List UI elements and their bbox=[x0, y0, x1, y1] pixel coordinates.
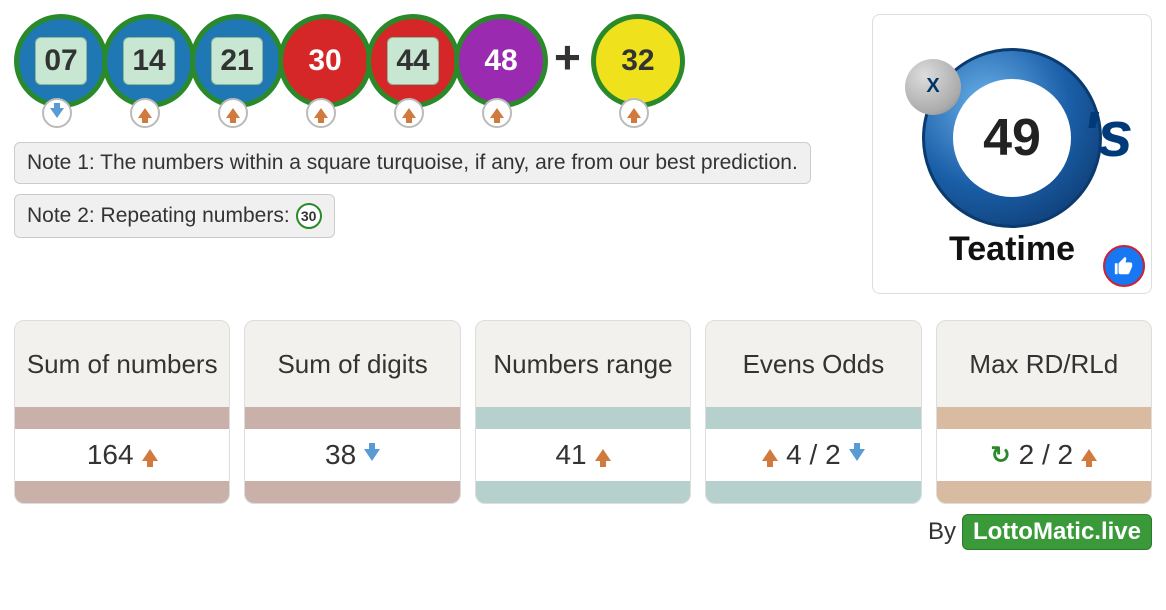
lottery-balls-row: 07 14 21 30 44 48 +32 bbox=[14, 14, 862, 128]
stat-value: 38 bbox=[325, 439, 356, 471]
stat-value-row: 164 bbox=[15, 429, 229, 481]
stat-value-row: ↻ 2 / 2 bbox=[937, 429, 1151, 481]
arrow-down-icon bbox=[50, 108, 64, 118]
arrow-down-icon bbox=[849, 449, 865, 461]
ball-number: 30 bbox=[308, 44, 341, 78]
stat-value: 164 bbox=[87, 439, 134, 471]
arrow-up-icon bbox=[595, 449, 611, 461]
arrow-up-icon bbox=[142, 449, 158, 461]
arrow-up-icon bbox=[627, 108, 641, 118]
lottery-logo: X 49 's Teatime bbox=[872, 14, 1152, 294]
ball-circle: 14 bbox=[102, 14, 196, 108]
stat-title: Evens Odds bbox=[706, 321, 920, 407]
ball-circle: 21 bbox=[190, 14, 284, 108]
logo-number: 49 bbox=[953, 79, 1071, 197]
logo-label: Teatime bbox=[949, 230, 1075, 269]
note-1: Note 1: The numbers within a square turq… bbox=[14, 142, 811, 184]
ball-circle: 44 bbox=[366, 14, 460, 108]
stat-card: Numbers range 41 bbox=[475, 320, 691, 504]
trend-badge bbox=[619, 98, 649, 128]
stat-bar bbox=[937, 407, 1151, 429]
lottery-ball: 14 bbox=[102, 14, 188, 128]
stat-value-row: 41 bbox=[476, 429, 690, 481]
ball-number: 48 bbox=[484, 44, 517, 78]
stat-bar bbox=[476, 407, 690, 429]
footer-by: By bbox=[928, 518, 956, 546]
plus-separator: + bbox=[554, 30, 581, 84]
note-2-prefix: Note 2: Repeating numbers: bbox=[27, 204, 290, 228]
logo-suffix: 's bbox=[1082, 97, 1133, 171]
stat-bar bbox=[706, 481, 920, 503]
sync-icon: ↻ bbox=[991, 441, 1011, 470]
stat-value: 41 bbox=[555, 439, 586, 471]
trend-badge bbox=[130, 98, 160, 128]
stat-value-row: 38 bbox=[245, 429, 459, 481]
footer-attribution: By LottoMatic.live bbox=[14, 514, 1152, 550]
ball-number: 44 bbox=[387, 37, 438, 85]
stat-card: Evens Odds 4 / 2 bbox=[705, 320, 921, 504]
ball-circle: 32 bbox=[591, 14, 685, 108]
like-button[interactable] bbox=[1103, 245, 1145, 287]
logo-small-ball: X bbox=[905, 59, 961, 115]
note-2: Note 2: Repeating numbers: 30 bbox=[14, 194, 335, 238]
stat-title: Sum of digits bbox=[245, 321, 459, 407]
arrow-down-icon bbox=[364, 449, 380, 461]
repeating-number-badge: 30 bbox=[296, 203, 322, 229]
arrow-up-icon bbox=[1081, 449, 1097, 461]
arrow-up-icon bbox=[226, 108, 240, 118]
lottery-ball: 44 bbox=[366, 14, 452, 128]
stat-value: 4 / 2 bbox=[786, 439, 840, 471]
stat-card: Sum of numbers 164 bbox=[14, 320, 230, 504]
lottery-ball: 30 bbox=[278, 14, 364, 128]
arrow-up-icon bbox=[138, 108, 152, 118]
lottery-ball: 07 bbox=[14, 14, 100, 128]
stat-title: Max RD/RLd bbox=[937, 321, 1151, 407]
lottery-ball: 32 bbox=[591, 14, 677, 128]
stat-bar bbox=[245, 481, 459, 503]
ball-circle: 07 bbox=[14, 14, 108, 108]
logo-ball: X 49 's bbox=[922, 48, 1102, 228]
stat-bar bbox=[15, 407, 229, 429]
stat-bar bbox=[245, 407, 459, 429]
stat-card: Max RD/RLd ↻ 2 / 2 bbox=[936, 320, 1152, 504]
trend-badge bbox=[482, 98, 512, 128]
lottery-ball: 48 bbox=[454, 14, 540, 128]
stat-bar bbox=[706, 407, 920, 429]
ball-circle: 30 bbox=[278, 14, 372, 108]
thumbs-up-icon bbox=[1113, 255, 1135, 277]
ball-number: 32 bbox=[621, 44, 654, 78]
stat-bar bbox=[937, 481, 1151, 503]
stat-value-row: 4 / 2 bbox=[706, 429, 920, 481]
ball-number: 14 bbox=[123, 37, 174, 85]
stat-bar bbox=[15, 481, 229, 503]
stat-title: Sum of numbers bbox=[15, 321, 229, 407]
arrow-up-icon bbox=[314, 108, 328, 118]
lottery-ball: 21 bbox=[190, 14, 276, 128]
stat-title: Numbers range bbox=[476, 321, 690, 407]
trend-badge bbox=[218, 98, 248, 128]
arrow-up-icon bbox=[490, 108, 504, 118]
ball-number: 07 bbox=[35, 37, 86, 85]
trend-badge bbox=[42, 98, 72, 128]
trend-badge bbox=[394, 98, 424, 128]
trend-badge bbox=[306, 98, 336, 128]
ball-number: 21 bbox=[211, 37, 262, 85]
stat-bar bbox=[476, 481, 690, 503]
stat-card: Sum of digits 38 bbox=[244, 320, 460, 504]
ball-circle: 48 bbox=[454, 14, 548, 108]
stats-row: Sum of numbers 164 Sum of digits 38 Numbers … bbox=[14, 320, 1152, 504]
arrow-up-icon bbox=[402, 108, 416, 118]
arrow-up-icon bbox=[762, 449, 778, 461]
stat-value: 2 / 2 bbox=[1019, 439, 1073, 471]
footer-brand-link[interactable]: LottoMatic.live bbox=[962, 514, 1152, 550]
